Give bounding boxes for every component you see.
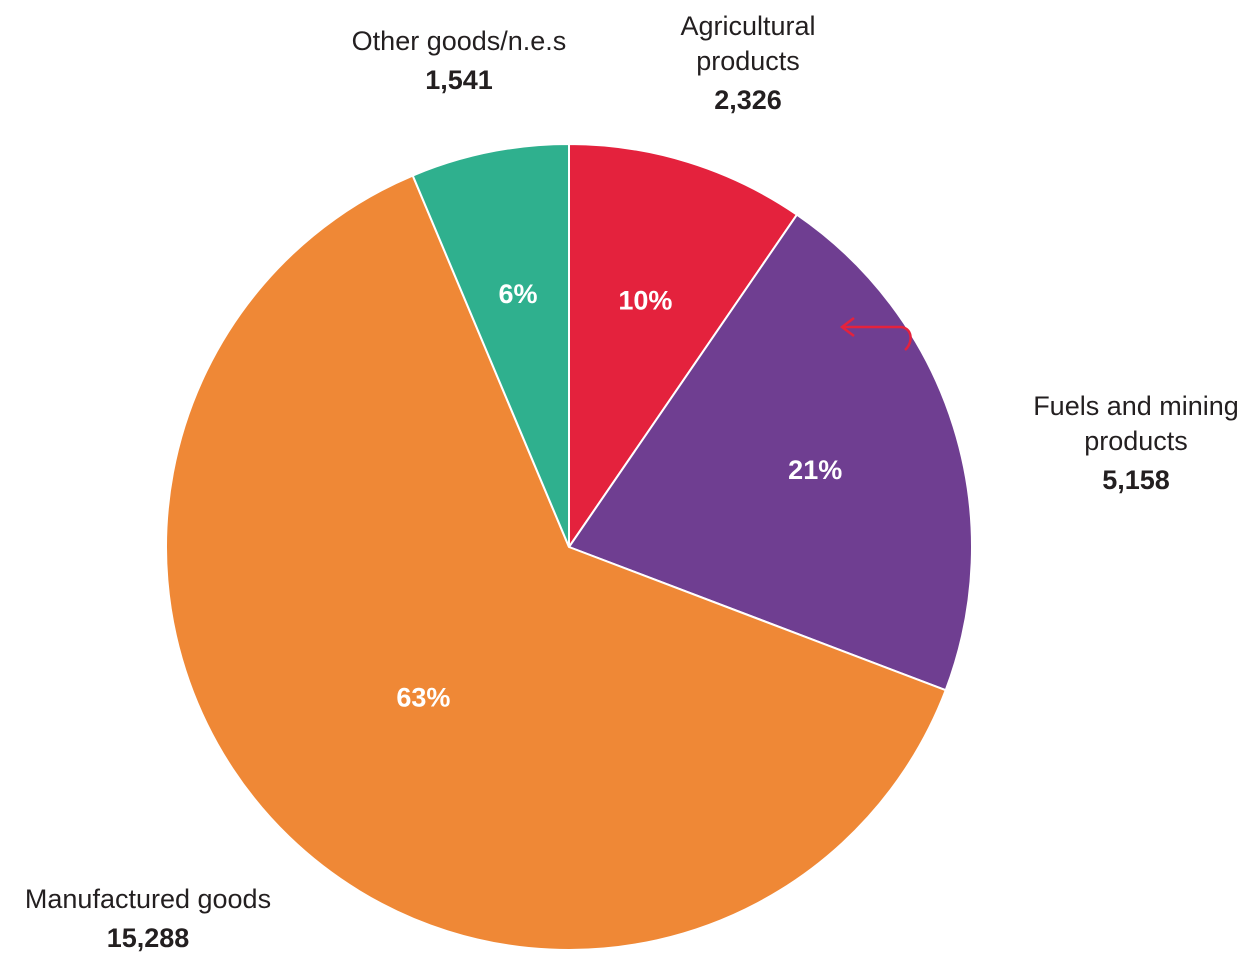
pie-slice xyxy=(411,142,570,548)
pie-slice xyxy=(165,174,947,951)
pie-slice xyxy=(567,213,973,692)
percent-label: 6% xyxy=(498,279,537,309)
category-label: products xyxy=(1084,426,1188,456)
category-value: 5,158 xyxy=(1102,465,1170,495)
pie-slices xyxy=(165,142,973,951)
category-label: Other goods/n.e.s xyxy=(352,26,567,56)
percent-label: 21% xyxy=(788,455,842,485)
annotation-arrow xyxy=(839,317,912,351)
percent-label: 10% xyxy=(618,286,672,316)
category-label: Fuels and mining xyxy=(1033,391,1239,421)
percent-label: 63% xyxy=(396,683,450,713)
pie-slice xyxy=(568,142,799,551)
category-label: products xyxy=(696,46,800,76)
category-label: Manufactured goods xyxy=(25,884,271,914)
category-value: 15,288 xyxy=(107,923,190,953)
percent-labels: 10% 21% 63% 6% xyxy=(396,279,842,713)
category-label: Agricultural xyxy=(680,11,815,41)
category-labels: Agricultural products 2,326 Fuels and minin… xyxy=(25,11,1239,953)
category-value: 2,326 xyxy=(714,85,782,115)
category-value: 1,541 xyxy=(425,65,493,95)
